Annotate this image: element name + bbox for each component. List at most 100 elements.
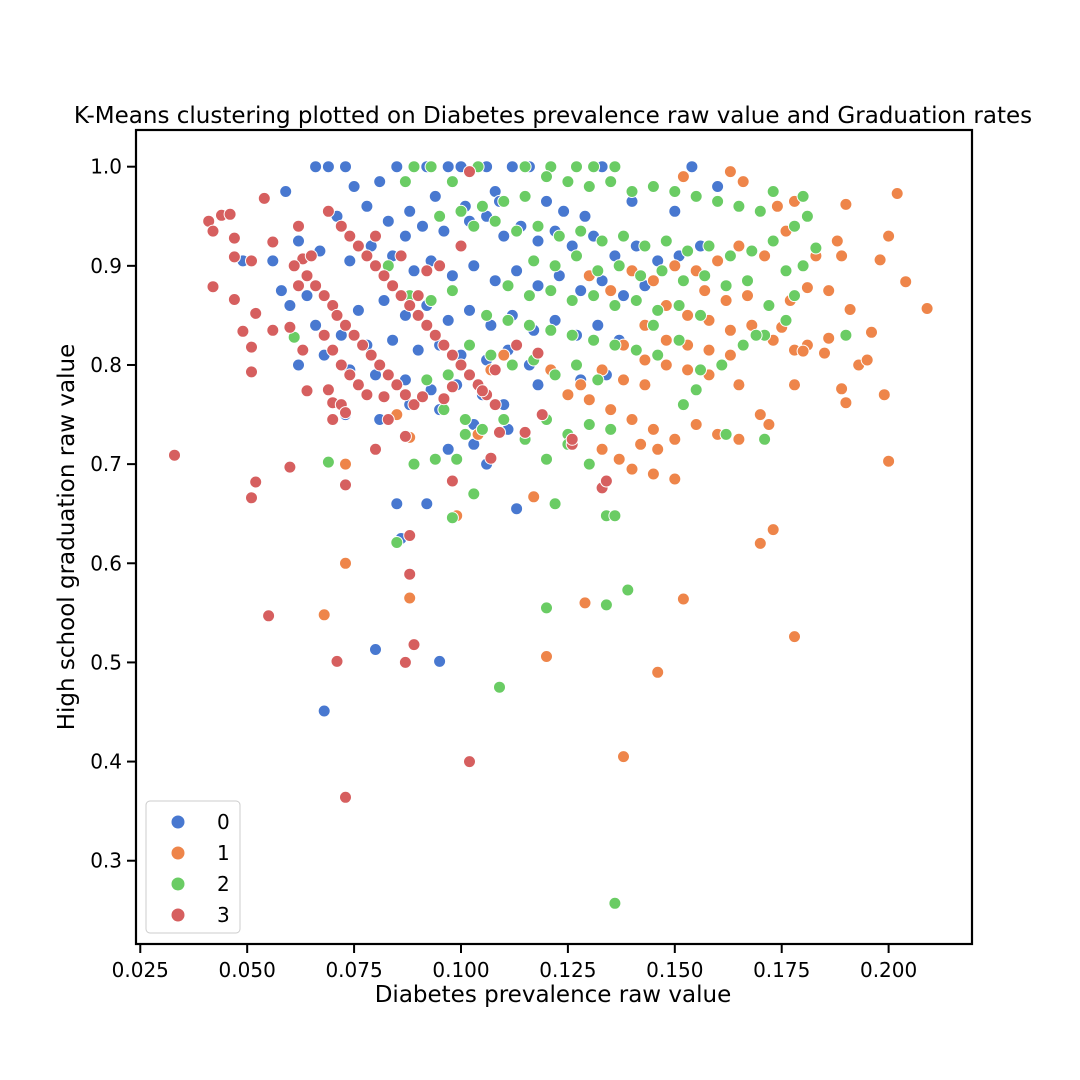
data-point [227,231,241,245]
data-point [839,328,853,342]
data-point [351,239,365,253]
data-point [758,432,772,446]
data-point [612,452,626,466]
data-point [351,303,365,317]
data-point [390,497,404,511]
data-point [565,294,579,307]
data-point [403,591,417,605]
data-point [411,289,425,303]
data-point [411,343,425,357]
data-point [762,418,776,431]
data-point [689,383,703,397]
data-point [582,393,596,407]
data-point [373,358,387,372]
data-point [309,318,323,332]
data-point [535,408,549,422]
data-point [890,187,904,200]
data-point [518,160,532,174]
data-point [651,303,665,317]
data-point [617,750,630,764]
data-point [604,175,618,189]
data-point [873,253,887,267]
data-point [497,348,511,362]
data-point [676,398,690,412]
data-point [865,325,878,339]
data-point [497,229,511,243]
data-point [416,390,429,404]
data-point [339,478,352,492]
data-point [702,239,716,253]
data-point [463,303,476,317]
data-point [625,462,639,476]
data-point [591,264,605,278]
data-point [646,318,660,332]
data-point [544,323,558,337]
data-point [582,457,596,471]
data-point [484,451,498,465]
data-point [582,180,596,193]
data-point [223,207,237,221]
data-point [407,264,421,278]
data-point [364,348,378,362]
data-point [565,432,579,446]
y-tick-label: 0.5 [90,650,122,674]
data-point [574,378,588,392]
data-point [527,490,541,504]
data-point [283,299,297,312]
data-point [788,378,801,392]
data-point [736,175,750,189]
data-point [321,204,335,218]
y-tick-label: 0.7 [90,452,122,476]
data-point [839,396,853,410]
data-point [745,244,759,258]
data-point [753,204,767,218]
data-point [510,264,524,278]
data-point [561,388,575,402]
data-point [625,413,639,426]
x-tick-label: 0.150 [646,958,703,982]
data-point [595,442,609,456]
data-point [510,224,524,238]
data-point [835,249,849,263]
data-point [719,294,733,307]
data-point [882,454,896,468]
data-point [651,665,665,679]
data-point [309,279,323,293]
x-tick-label: 0.125 [539,958,596,982]
data-point [698,284,712,298]
data-point [433,259,447,273]
data-point [518,425,532,439]
legend-marker [170,814,186,830]
data-point [659,234,673,248]
data-point [646,467,660,481]
data-point [245,365,258,379]
series-2 [287,160,853,910]
data-point [403,204,417,218]
data-point [398,655,412,669]
data-point [369,643,382,656]
data-point [373,175,387,189]
data-point [574,224,588,238]
data-point [292,279,305,293]
data-point [617,289,630,303]
data-point [394,289,408,303]
data-point [540,601,553,615]
data-point [668,204,682,218]
data-point [245,491,258,505]
data-point [715,358,729,372]
data-point [454,239,468,253]
data-point [608,299,622,312]
data-point [732,432,746,446]
data-point [433,654,447,668]
data-point [531,219,545,233]
data-point [719,427,733,441]
data-point [330,308,344,322]
data-point [617,373,630,387]
data-point [788,289,801,303]
data-point [330,654,344,668]
data-point [351,378,365,392]
y-tick-label: 0.6 [90,551,122,575]
data-point [522,289,536,303]
data-point [800,281,814,295]
data-point [796,259,810,273]
